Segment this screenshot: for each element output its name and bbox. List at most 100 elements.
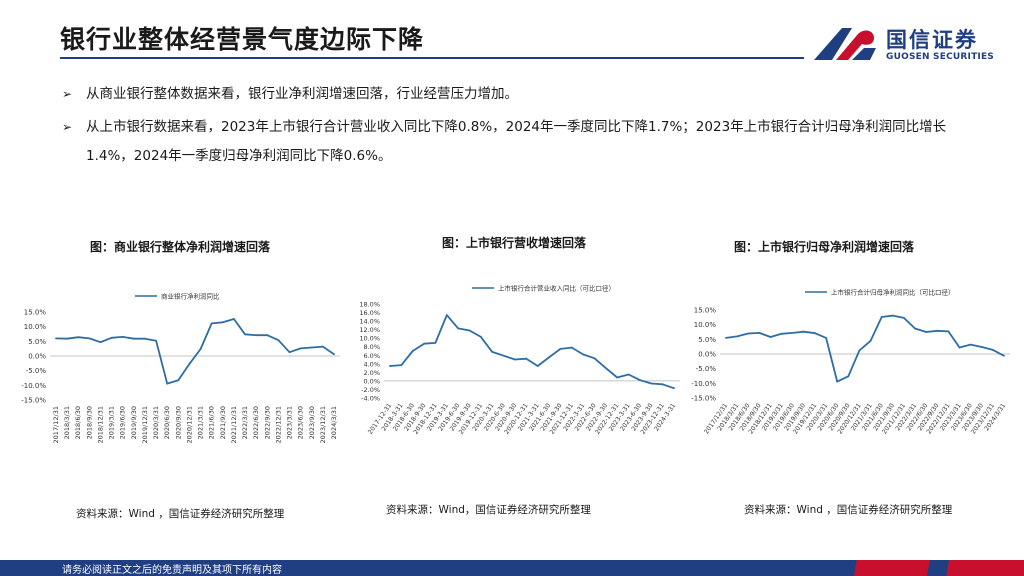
y-tick-label: 4.0% (363, 360, 380, 368)
y-tick-label: -4.0% (361, 395, 380, 403)
data-point (914, 327, 916, 330)
legend-label: 上市银行合计归母净利润同比（可比口径） (831, 288, 955, 297)
x-tick-label: 2023/6/30 (297, 406, 305, 439)
data-point (604, 367, 607, 369)
data-point (650, 382, 653, 385)
chart-1-net-profit-commercial-banks: 商业银行净利润同比 15.0% 10.0% 5.0% 0.0% -5.0% -10.0% -1… (21, 292, 340, 443)
data-point (321, 345, 324, 348)
data-point (277, 339, 280, 342)
y-tick-label: -2.0% (361, 386, 380, 394)
data-point (266, 334, 269, 337)
y-tick-label: 2.0% (363, 369, 380, 377)
data-point (661, 383, 664, 386)
data-point (411, 350, 414, 352)
data-point (333, 353, 335, 356)
data-point (514, 358, 516, 361)
y-tick-label: 10.0% (694, 321, 717, 329)
data-point (936, 329, 939, 332)
data-point (166, 382, 169, 385)
data-point (55, 337, 57, 340)
x-tick-label: 2023/12/31 (319, 406, 327, 443)
y-tick-label: -10.0% (691, 380, 716, 388)
data-point (199, 348, 202, 350)
x-tick-label: 2019/9/30 (130, 406, 138, 439)
bullet-arrow-icon: ➢ (62, 87, 73, 101)
y-tick-label: 15.0% (694, 307, 717, 315)
data-point (969, 343, 972, 346)
data-point (244, 333, 246, 336)
x-tick-label: 2018/3/31 (63, 406, 71, 439)
x-tick-label: 2020/12/31 (185, 406, 193, 443)
data-point (188, 363, 191, 365)
data-point (570, 346, 573, 349)
x-tick-label: 2022/6/30 (252, 406, 260, 439)
y-tick-label: 10.0% (359, 335, 380, 343)
data-point (780, 332, 783, 335)
x-tick-label: 2021/9/30 (219, 406, 227, 439)
data-point (616, 376, 619, 379)
page-title: 银行业整体经营景气度边际下降 (60, 25, 425, 54)
chart-1-title: 图：商业银行整体净利润增速回落 (90, 240, 271, 254)
series-line (55, 318, 335, 385)
x-tick-label: 2022/9/30 (263, 406, 271, 439)
data-point (593, 357, 596, 360)
data-point (925, 331, 928, 333)
chart-3-source: 资料来源：Wind ，国信证券经济研究所整理 (744, 504, 953, 516)
legend-label: 上市银行合计营业收入同比（可比口径） (498, 284, 615, 293)
chart-3-title: 图：上市银行归母净利润增速回落 (734, 240, 915, 254)
data-point (947, 330, 950, 333)
x-tick-label: 2018/9/30 (85, 406, 93, 439)
x-tick-label: 2022/3/31 (241, 406, 249, 439)
bullet-arrow-icon: ➢ (62, 120, 73, 134)
logo-name-en: GUOSEN SECURITIES (886, 52, 994, 62)
data-point (747, 332, 750, 335)
logo-emblem-icon (814, 28, 876, 60)
series-line (389, 314, 675, 390)
x-tick-label: 2023/3/31 (286, 406, 294, 439)
x-tick-label: 2021/6/30 (208, 406, 216, 439)
data-point (144, 337, 146, 340)
title-rule (60, 57, 804, 59)
x-tick-label: 2020/9/30 (174, 406, 182, 439)
data-point (980, 346, 983, 348)
y-tick-label: 0.0% (363, 377, 380, 385)
chart-3-listed-banks-net-profit: 上市银行合计归母净利润同比（可比口径） 15.0% 10.0% 5.0% 0.0% -5.… (691, 288, 1010, 436)
data-point (310, 346, 313, 349)
y-tick-label: -10.0% (21, 382, 46, 390)
data-point (880, 316, 883, 318)
footer-disclaimer: 请务必阅读正文之后的免责声明及其项下所有内容 (62, 565, 282, 576)
data-point (389, 365, 391, 367)
data-point (88, 337, 91, 340)
data-point (502, 354, 505, 357)
data-point (825, 336, 827, 339)
data-point (99, 341, 102, 344)
x-tick-label: 2019/12/31 (141, 406, 149, 443)
data-point (847, 375, 850, 378)
data-point (121, 336, 124, 338)
y-tick-label: 14.0% (359, 318, 380, 326)
y-tick-label: 6.0% (363, 352, 380, 360)
data-point (802, 330, 805, 333)
data-point (627, 373, 630, 376)
bullet-text: 从商业银行整体数据来看，银行业净利润增速回落，行业经营压力增加。 (86, 86, 518, 102)
logo-name-cn: 国信证券 (886, 28, 978, 52)
data-point (177, 379, 180, 382)
data-point (858, 349, 861, 352)
data-point (491, 350, 494, 353)
bullet-list: ➢ 从商业银行整体数据来看，银行业净利润增速回落，行业经营压力增加。 ➢ 从上市… (62, 80, 982, 171)
x-tick-label: 2020/6/30 (163, 406, 171, 439)
legend-label: 商业银行净利润同比 (161, 292, 220, 301)
data-point (423, 342, 425, 345)
data-point (836, 380, 839, 383)
y-tick-label: -15.0% (21, 397, 46, 405)
data-point (155, 339, 157, 342)
series-line (725, 314, 1005, 383)
chart-2-listed-banks-revenue: 上市银行合计营业收入同比（可比口径） 18.0%16.0%14.0%12.0%10… (359, 284, 680, 436)
data-point (468, 329, 471, 332)
data-point (814, 332, 816, 335)
footer-bar: 请务必阅读正文之后的免责声明及其项下所有内容 (0, 560, 1024, 576)
chart-2-title: 图：上市银行营收增速回落 (442, 236, 587, 250)
data-point (255, 334, 258, 337)
data-point (110, 336, 113, 339)
x-tick-label: 2021/12/31 (230, 406, 238, 443)
